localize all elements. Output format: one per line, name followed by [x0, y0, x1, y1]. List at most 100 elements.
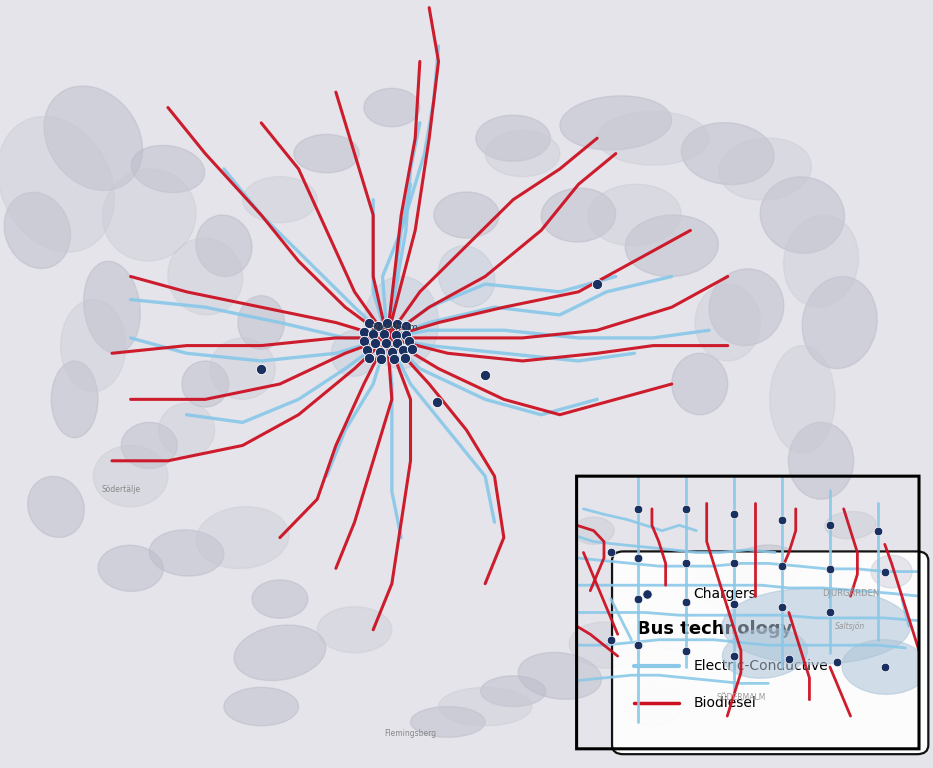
Ellipse shape — [159, 403, 215, 457]
Point — [774, 514, 789, 526]
Ellipse shape — [51, 361, 98, 438]
Ellipse shape — [485, 131, 560, 177]
Ellipse shape — [103, 169, 196, 261]
Ellipse shape — [243, 177, 317, 223]
Ellipse shape — [788, 422, 854, 499]
Ellipse shape — [84, 261, 140, 353]
Point — [774, 560, 789, 572]
Ellipse shape — [802, 276, 877, 369]
Point — [877, 565, 892, 578]
Text: Södertälje: Södertälje — [102, 485, 141, 494]
Ellipse shape — [0, 117, 114, 252]
Point — [384, 346, 399, 358]
Text: Flemingsberg: Flemingsberg — [384, 729, 437, 738]
Point — [254, 362, 269, 375]
Ellipse shape — [476, 115, 550, 161]
Point — [478, 369, 493, 381]
Text: SÖDERMALM: SÖDERMALM — [717, 693, 766, 702]
Point — [390, 336, 405, 349]
Ellipse shape — [681, 123, 774, 184]
Ellipse shape — [518, 652, 602, 700]
Point — [377, 328, 392, 340]
Point — [405, 343, 420, 355]
Ellipse shape — [597, 111, 709, 165]
Point — [366, 328, 381, 340]
Ellipse shape — [252, 580, 308, 618]
Ellipse shape — [4, 192, 71, 269]
Ellipse shape — [439, 246, 494, 307]
Ellipse shape — [196, 507, 289, 568]
Point — [370, 320, 385, 333]
Text: Electric-Conductive: Electric-Conductive — [693, 659, 828, 673]
Ellipse shape — [784, 215, 858, 307]
Point — [397, 352, 412, 364]
Point — [727, 558, 742, 570]
Text: Biodiesel: Biodiesel — [693, 696, 756, 710]
Point — [398, 329, 413, 341]
Ellipse shape — [560, 96, 672, 150]
Ellipse shape — [317, 607, 392, 653]
Point — [359, 344, 374, 356]
Ellipse shape — [238, 296, 285, 349]
Ellipse shape — [93, 445, 168, 507]
Ellipse shape — [132, 145, 204, 193]
Point — [678, 644, 693, 657]
Point — [356, 326, 371, 338]
Ellipse shape — [28, 476, 84, 538]
Point — [870, 525, 885, 537]
Ellipse shape — [830, 584, 886, 645]
Point — [727, 508, 742, 521]
Point — [604, 634, 619, 646]
Point — [829, 655, 844, 667]
Ellipse shape — [182, 361, 229, 407]
Point — [823, 563, 838, 575]
Point — [356, 335, 371, 347]
Ellipse shape — [196, 215, 252, 276]
Ellipse shape — [411, 707, 485, 737]
Point — [386, 353, 401, 366]
Ellipse shape — [121, 422, 177, 468]
Point — [631, 503, 646, 515]
Ellipse shape — [718, 138, 812, 200]
Point — [678, 595, 693, 607]
Ellipse shape — [541, 188, 616, 242]
Ellipse shape — [871, 555, 912, 588]
Ellipse shape — [61, 300, 126, 392]
Ellipse shape — [672, 353, 728, 415]
Point — [631, 639, 646, 651]
Point — [639, 588, 654, 600]
Point — [396, 344, 411, 356]
Text: Bus technology: Bus technology — [637, 620, 793, 638]
Text: DJURGÅRDEN: DJURGÅRDEN — [822, 588, 879, 598]
Point — [372, 346, 387, 358]
Point — [380, 316, 395, 329]
Point — [678, 558, 693, 570]
Ellipse shape — [569, 622, 644, 668]
Ellipse shape — [364, 276, 439, 369]
Point — [368, 336, 383, 349]
Point — [398, 320, 413, 333]
Point — [823, 607, 838, 619]
Text: Chargers: Chargers — [693, 587, 756, 601]
Ellipse shape — [625, 687, 681, 726]
Ellipse shape — [364, 88, 420, 127]
Ellipse shape — [728, 545, 802, 591]
Point — [590, 278, 605, 290]
Point — [727, 650, 742, 662]
Point — [361, 352, 376, 364]
Point — [361, 316, 376, 329]
Point — [429, 396, 444, 409]
Ellipse shape — [842, 640, 927, 694]
Point — [604, 546, 619, 558]
Ellipse shape — [480, 676, 546, 707]
Point — [774, 601, 789, 613]
Ellipse shape — [98, 545, 163, 591]
Ellipse shape — [722, 588, 911, 664]
Ellipse shape — [722, 628, 807, 678]
Ellipse shape — [639, 611, 704, 649]
Ellipse shape — [588, 184, 681, 246]
Point — [877, 660, 892, 673]
Point — [388, 329, 403, 341]
FancyBboxPatch shape — [612, 551, 928, 754]
Ellipse shape — [573, 517, 614, 545]
